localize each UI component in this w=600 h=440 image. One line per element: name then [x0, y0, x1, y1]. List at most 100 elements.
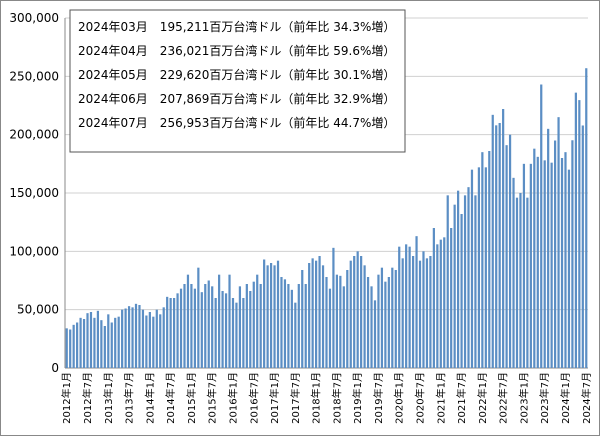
- bar: [474, 195, 477, 368]
- bar: [231, 298, 235, 368]
- bar: [304, 284, 307, 368]
- x-tick-label: 2020年1月: [393, 372, 406, 424]
- bar: [349, 260, 352, 368]
- bar: [446, 195, 449, 368]
- bar: [145, 315, 148, 368]
- bar: [159, 314, 162, 368]
- bar: [491, 114, 494, 368]
- bar: [294, 302, 297, 368]
- bar: [515, 197, 519, 368]
- bar: [366, 277, 370, 368]
- x-tick-label: 2021年7月: [455, 372, 468, 424]
- bar: [315, 260, 318, 368]
- bar: [172, 298, 176, 368]
- bar: [200, 292, 203, 368]
- bar: [373, 300, 377, 368]
- bar: [162, 307, 165, 368]
- bar: [131, 307, 134, 368]
- bar: [502, 109, 505, 368]
- bar: [121, 309, 124, 368]
- bar: [245, 284, 248, 368]
- bar: [533, 148, 536, 368]
- bar: [138, 305, 141, 368]
- bar: [76, 322, 79, 368]
- bar: [360, 256, 363, 368]
- x-tick-label: 2016年7月: [247, 372, 260, 424]
- bar: [418, 260, 422, 368]
- annotation: 2024年05月 229,620百万台湾ドル（前年比 30.1%増）: [78, 67, 395, 82]
- bar: [107, 314, 110, 368]
- x-tick-label: 2021年1月: [434, 372, 447, 424]
- x-tick-label: 2015年1月: [185, 372, 198, 424]
- bar: [238, 286, 242, 368]
- x-tick-label: 2018年1月: [310, 372, 323, 424]
- bar: [370, 286, 373, 368]
- bar: [422, 251, 425, 368]
- bar: [564, 152, 567, 368]
- x-tick-label: 2019年7月: [372, 372, 385, 424]
- bar: [398, 246, 401, 368]
- y-tick-label: 200,000: [9, 128, 59, 142]
- bar: [72, 324, 75, 368]
- bar: [249, 291, 252, 368]
- bar: [484, 167, 487, 368]
- x-tick-label: 2020年7月: [414, 372, 427, 424]
- x-tick-label: 2014年1月: [143, 372, 156, 424]
- bar: [69, 329, 72, 368]
- bar: [256, 274, 259, 368]
- annotation: 2024年03月 195,211百万台湾ドル（前年比 34.3%増）: [78, 19, 395, 34]
- bar: [391, 267, 394, 368]
- bar: [207, 280, 210, 368]
- bar: [439, 239, 442, 368]
- bar: [65, 328, 68, 368]
- bar: [214, 298, 217, 368]
- bar: [585, 68, 588, 368]
- bar: [332, 247, 335, 368]
- bar: [342, 286, 345, 368]
- bar: [463, 195, 467, 368]
- bar: [536, 156, 539, 368]
- bar: [297, 284, 300, 368]
- bar: [574, 92, 577, 369]
- bar: [273, 265, 276, 368]
- bar: [179, 288, 183, 368]
- bar: [380, 267, 384, 368]
- bar: [114, 317, 117, 368]
- x-tick-label: 2024年7月: [580, 372, 593, 424]
- x-tick-label: 2012年7月: [81, 372, 94, 424]
- x-tick-label: 2024年1月: [559, 372, 572, 424]
- bar: [263, 259, 266, 368]
- bar: [224, 293, 228, 368]
- bar: [432, 228, 435, 368]
- bar: [557, 117, 560, 369]
- y-tick-label: 50,000: [17, 303, 59, 317]
- bar: [134, 303, 138, 368]
- bar: [266, 265, 269, 368]
- bar: [425, 258, 429, 368]
- bar: [498, 123, 501, 368]
- bar: [339, 275, 342, 368]
- bar: [411, 256, 415, 368]
- bar: [467, 187, 470, 368]
- bar: [481, 152, 484, 368]
- bar: [79, 317, 82, 368]
- bar: [436, 244, 439, 368]
- bar: [242, 298, 245, 368]
- bar: [280, 277, 283, 368]
- x-tick-label: 2023年1月: [517, 372, 530, 424]
- bar: [550, 162, 553, 368]
- bar: [529, 163, 532, 368]
- bar: [470, 169, 474, 368]
- x-tick-label: 2016年1月: [226, 372, 239, 424]
- bar: [547, 128, 550, 368]
- bar: [93, 317, 96, 368]
- bar: [571, 140, 574, 368]
- bar: [477, 167, 481, 368]
- bar: [228, 274, 231, 368]
- bar: [512, 177, 515, 368]
- bar: [287, 284, 290, 368]
- bar: [141, 309, 145, 368]
- bar: [221, 291, 224, 368]
- bar: [235, 302, 238, 368]
- bar: [405, 244, 408, 368]
